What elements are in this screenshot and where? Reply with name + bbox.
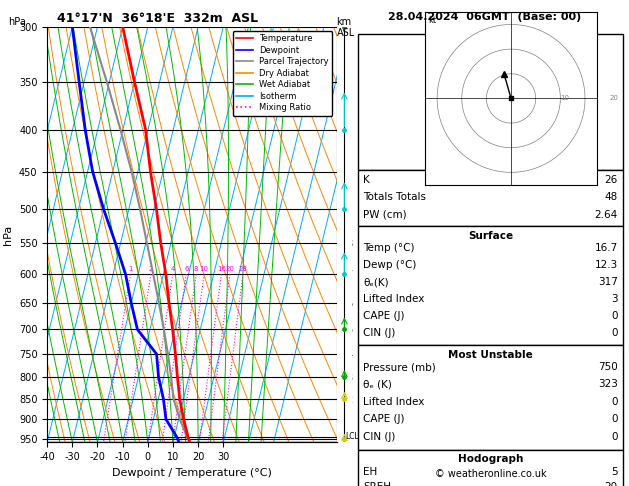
Text: CIN (J): CIN (J) [364, 432, 396, 442]
Text: 16: 16 [217, 266, 226, 272]
Text: 16.7: 16.7 [594, 243, 618, 253]
Text: EH: EH [364, 467, 378, 477]
Text: 323: 323 [598, 380, 618, 389]
Text: hPa: hPa [8, 17, 26, 27]
Text: SREH: SREH [364, 483, 391, 486]
Text: 0: 0 [611, 311, 618, 321]
Legend: Temperature, Dewpoint, Parcel Trajectory, Dry Adiabat, Wet Adiabat, Isotherm, Mi: Temperature, Dewpoint, Parcel Trajectory… [233, 31, 332, 116]
Text: 28.04.2024  06GMT  (Base: 00): 28.04.2024 06GMT (Base: 00) [387, 12, 581, 22]
Text: Hodograph: Hodograph [458, 454, 523, 465]
Text: PW (cm): PW (cm) [364, 210, 407, 220]
Text: 6: 6 [184, 266, 189, 272]
Bar [358, 170, 623, 226]
Text: Lifted Index: Lifted Index [364, 397, 425, 407]
Text: 8: 8 [194, 266, 199, 272]
Text: 12.3: 12.3 [594, 260, 618, 270]
Text: Totals Totals: Totals Totals [364, 192, 426, 203]
Text: θₑ (K): θₑ (K) [364, 380, 392, 389]
Text: Temp (°C): Temp (°C) [364, 243, 415, 253]
Text: K: K [364, 175, 370, 185]
Text: Most Unstable: Most Unstable [448, 350, 533, 360]
Text: 2.64: 2.64 [594, 210, 618, 220]
Text: © weatheronline.co.uk: © weatheronline.co.uk [435, 469, 547, 479]
Text: CAPE (J): CAPE (J) [364, 311, 405, 321]
Text: 26: 26 [604, 175, 618, 185]
Text: Pressure (mb): Pressure (mb) [364, 362, 437, 372]
Y-axis label: Mixing Ratio (g/kg): Mixing Ratio (g/kg) [394, 189, 404, 280]
Text: CAPE (J): CAPE (J) [364, 414, 405, 424]
Text: 20: 20 [225, 266, 234, 272]
Text: 0: 0 [611, 414, 618, 424]
Text: kt: kt [428, 16, 437, 25]
X-axis label: Dewpoint / Temperature (°C): Dewpoint / Temperature (°C) [112, 468, 272, 478]
Text: CIN (J): CIN (J) [364, 328, 396, 338]
Text: 750: 750 [598, 362, 618, 372]
Text: 0: 0 [611, 397, 618, 407]
Text: 0: 0 [611, 432, 618, 442]
Text: 3: 3 [611, 294, 618, 304]
Text: 4: 4 [170, 266, 175, 272]
Text: Dewp (°C): Dewp (°C) [364, 260, 417, 270]
Text: Surface: Surface [468, 231, 513, 241]
Text: 0: 0 [611, 328, 618, 338]
Text: LCL: LCL [345, 432, 359, 441]
Y-axis label: hPa: hPa [3, 225, 13, 244]
Text: 41°17'N  36°18'E  332m  ASL: 41°17'N 36°18'E 332m ASL [57, 12, 258, 25]
Text: 48: 48 [604, 192, 618, 203]
Text: 2: 2 [148, 266, 153, 272]
Text: 1: 1 [128, 266, 133, 272]
Bar [358, 34, 623, 170]
Text: 10: 10 [199, 266, 209, 272]
Text: 20: 20 [610, 95, 618, 102]
Bar [358, 345, 623, 450]
Text: 5: 5 [611, 467, 618, 477]
Text: km
ASL: km ASL [337, 17, 355, 38]
Text: 28: 28 [238, 266, 247, 272]
Text: 20: 20 [604, 483, 618, 486]
Text: θₑ(K): θₑ(K) [364, 277, 389, 287]
Text: 317: 317 [598, 277, 618, 287]
Text: Lifted Index: Lifted Index [364, 294, 425, 304]
Bar [358, 226, 623, 345]
Bar [358, 450, 623, 486]
Text: 10: 10 [560, 95, 569, 102]
